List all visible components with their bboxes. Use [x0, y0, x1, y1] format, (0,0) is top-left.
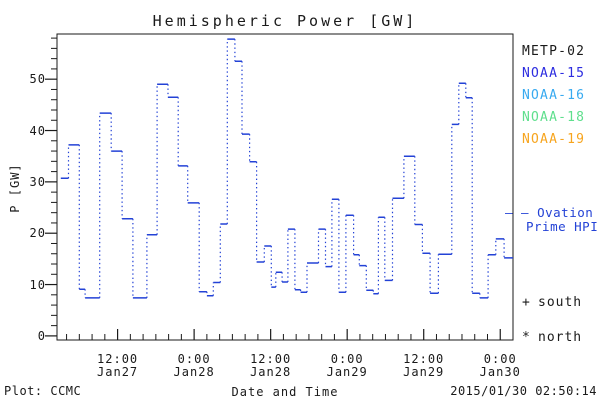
legend-marker-south: + south	[522, 295, 582, 310]
x-tick-date: Jan30	[479, 364, 521, 379]
x-tick-time: 12:00	[97, 352, 139, 366]
x-tick-time: 0:00	[483, 352, 517, 366]
legend-item-noaa18: NOAA-18	[522, 110, 586, 125]
plot-border	[56, 33, 514, 341]
y-tick-label: 20	[29, 226, 46, 241]
x-tick-label: 0:00 Jan30	[458, 353, 542, 378]
legend-item-noaa15: NOAA-15	[522, 66, 586, 81]
legend-item-noaa16: NOAA-16	[522, 88, 586, 103]
y-tick-label: 0	[37, 328, 46, 343]
x-tick-label: 0:00 Jan28	[152, 353, 236, 378]
ovation-legend-line1: – – Ovation	[505, 206, 600, 220]
x-tick-label: 12:00 Jan29	[382, 353, 466, 378]
north-label: north	[538, 330, 583, 345]
x-tick-date: Jan29	[403, 364, 445, 379]
x-tick-time: 12:00	[403, 352, 445, 366]
hpi-curve-dotted-connectors	[67, 39, 505, 298]
y-tick-label: 10	[29, 277, 46, 292]
legend-marker-north: * north	[522, 330, 582, 345]
chart-title: Hemispheric Power [GW]	[152, 12, 418, 30]
x-tick-label: 12:00 Jan27	[76, 353, 160, 378]
ovation-prime-legend: – – Ovation Prime HPI	[505, 206, 600, 234]
x-tick-time: 0:00	[330, 352, 364, 366]
x-tick-date: Jan28	[173, 364, 215, 379]
ovation-legend-line2: Prime HPI	[526, 219, 599, 234]
x-tick-time: 0:00	[177, 352, 211, 366]
y-tick-label: 50	[29, 72, 46, 87]
x-tick-date: Jan27	[97, 364, 139, 379]
legend-item-metp02: METP-02	[522, 44, 586, 59]
satellite-legend: METP-02 NOAA-15 NOAA-16 NOAA-18 NOAA-19	[522, 41, 600, 151]
ovation-label: Ovation	[537, 205, 594, 220]
plot-source-label: Plot: CCMC	[4, 384, 82, 398]
x-tick-label: 0:00 Jan29	[305, 353, 389, 378]
plus-symbol-icon: +	[522, 295, 531, 310]
x-tick-date: Jan28	[250, 364, 292, 379]
south-label: south	[538, 295, 583, 310]
x-tick-date: Jan29	[326, 364, 368, 379]
asterisk-symbol-icon: *	[522, 330, 531, 345]
x-axis-label: Date and Time	[231, 385, 339, 399]
dashed-line-sample: – –	[505, 205, 530, 220]
legend-item-noaa19: NOAA-19	[522, 132, 586, 147]
y-tick-label: 30	[29, 174, 46, 189]
plot-timestamp: 2015/01/30 02:50:14	[450, 384, 597, 398]
y-tick-label: 40	[29, 123, 46, 138]
hpi-curve-step-segments	[60, 38, 513, 299]
x-tick-time: 12:00	[250, 352, 292, 366]
x-tick-label: 12:00 Jan28	[229, 353, 313, 378]
